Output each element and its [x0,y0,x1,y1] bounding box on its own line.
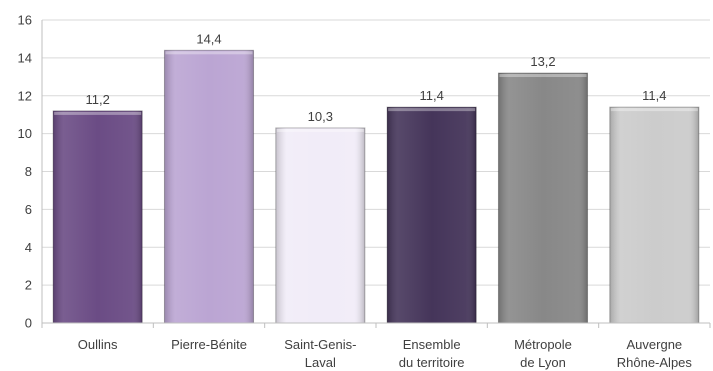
data-label: 13,2 [530,54,555,69]
bar-bevel [498,73,588,324]
x-tick-label: Auvergne Rhône-Alpes [617,337,693,370]
bars: 11,2 14,4 10,3 11,4 13,2 11,4 [52,31,700,324]
bar-highlight [499,74,587,78]
bar-highlight [276,128,364,132]
data-label: 11,4 [642,88,666,103]
data-label: 14,4 [196,31,221,46]
bar-group [52,110,143,324]
bar-group [386,106,477,324]
x-tick-label: Pierre-Bénite [171,337,247,352]
data-label: 11,2 [85,92,109,107]
y-axis: 0 2 4 6 8 10 12 14 16 [18,13,43,331]
bar-bevel [387,107,477,323]
x-axis: Oullins Pierre-Bénite Saint-Genis-Laval Ens… [41,322,711,370]
bar-group [275,127,366,324]
x-tick-label: Saint-Genis-Laval [284,337,356,370]
bar-highlight [165,51,253,55]
bar-bevel [275,127,365,323]
y-tick-label: 14 [18,50,32,65]
bar-group [497,72,589,324]
bar-group [609,106,700,324]
bar-highlight [388,108,476,112]
gridlines [42,19,710,286]
x-tick-label: Ensemble du territoire [399,337,465,370]
y-tick-label: 0 [25,316,32,331]
y-tick-label: 8 [25,164,32,179]
y-tick-label: 12 [18,88,32,103]
y-tick-label: 16 [18,13,32,28]
bar-bevel [53,110,143,324]
bar-bevel [164,50,254,324]
y-tick-label: 4 [25,240,32,255]
y-tick-label: 10 [18,126,32,141]
data-label: 11,4 [419,88,443,103]
x-tick-label: Oullins [78,337,118,352]
data-label: 10,3 [308,109,333,124]
x-tick-label: Métropole de Lyon [514,337,572,370]
y-tick-label: 6 [25,202,32,217]
y-tick-label: 2 [25,278,32,293]
bar-highlight [610,108,698,112]
bar-bevel [609,107,699,323]
bar-highlight [54,111,142,115]
bar-group [163,49,255,324]
